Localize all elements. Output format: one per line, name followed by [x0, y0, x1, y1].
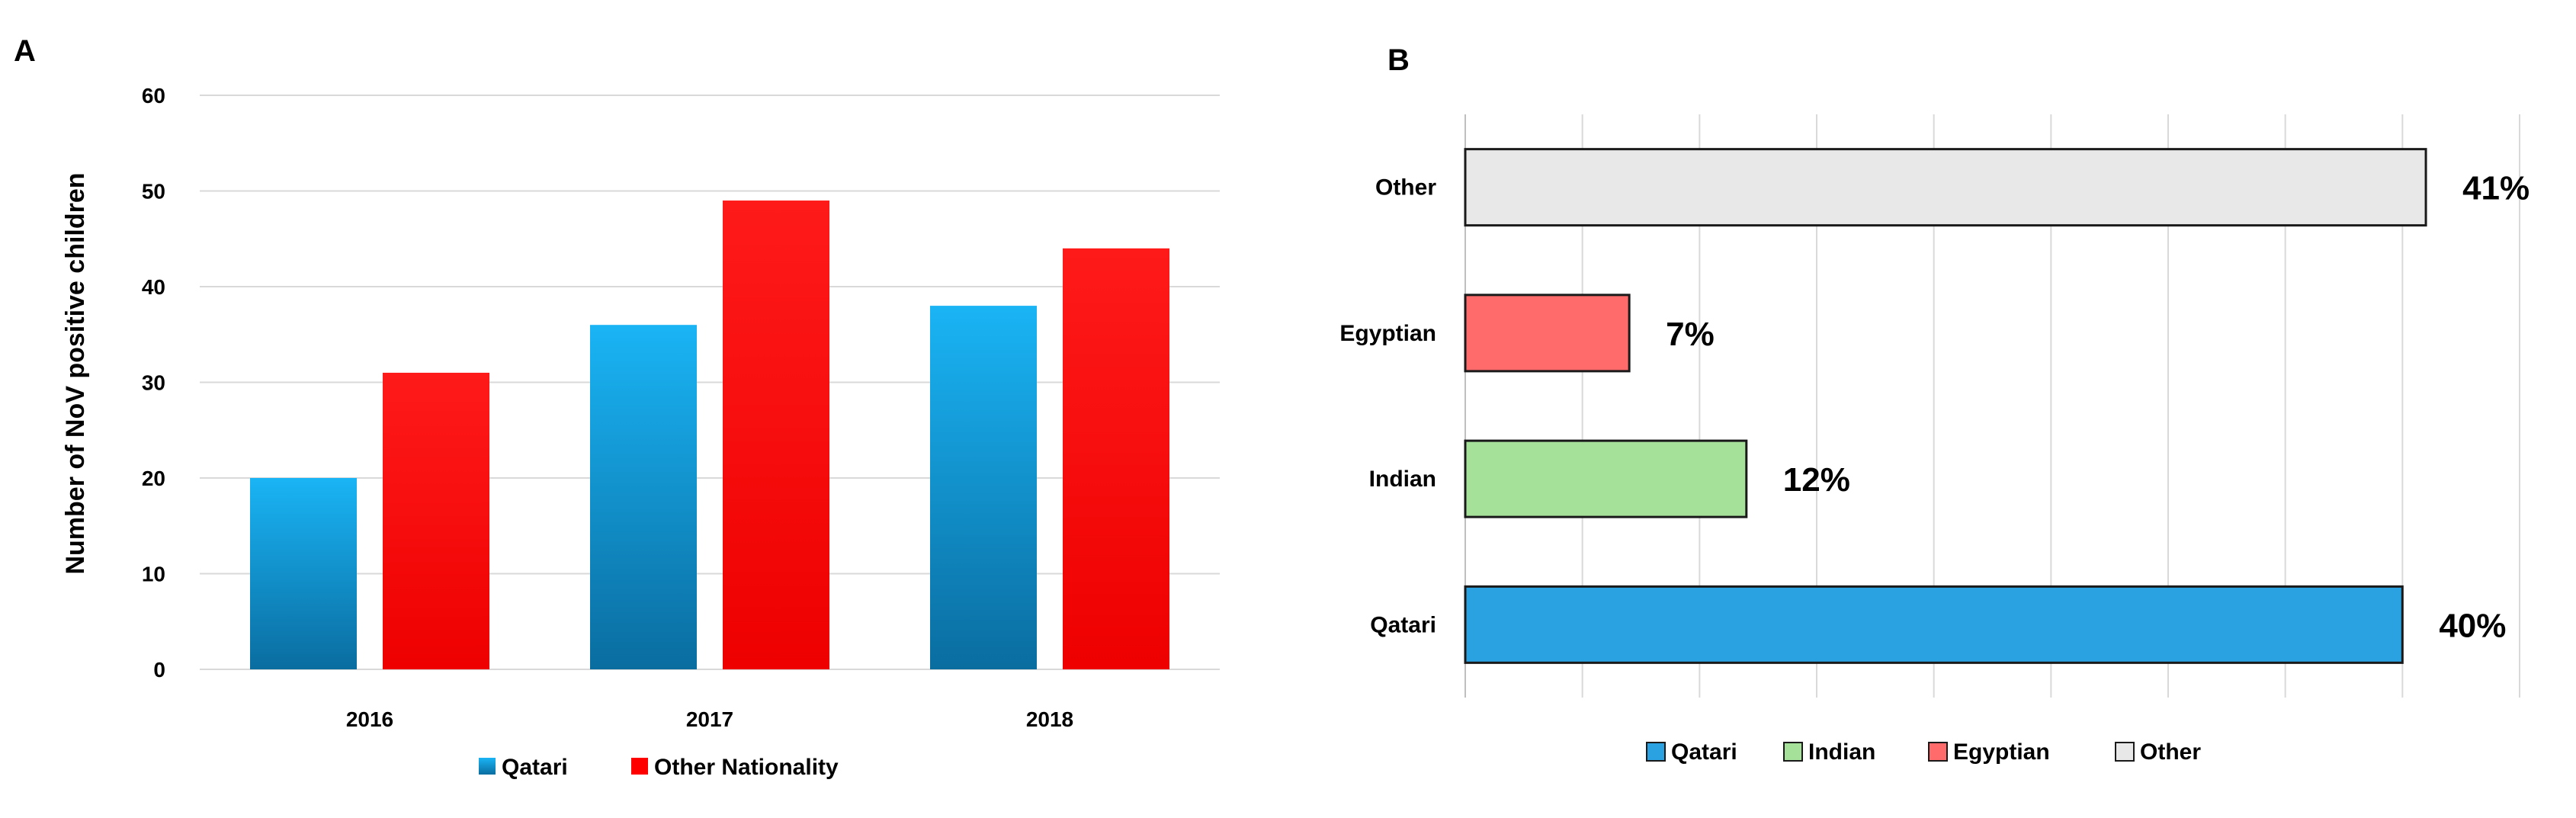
- chart-b-legend: Qatari Indian Egyptian Other: [1646, 739, 2201, 765]
- y-tick-label: 40: [142, 275, 165, 299]
- chart-a-y-axis-title: Number of NoV positive children: [61, 172, 90, 574]
- chart-a-legend: Qatari Other Nationality: [479, 755, 839, 780]
- y-tick-label: 50: [142, 180, 165, 204]
- category-label: Qatari: [1370, 612, 1436, 637]
- chart-a-bars: [250, 200, 1169, 669]
- bar-other-nationality-2018: [1063, 248, 1169, 669]
- legend-label: Indian: [1808, 739, 1875, 765]
- legend-label: Qatari: [1671, 739, 1737, 765]
- value-label: 7%: [1666, 316, 1715, 353]
- legend-swatch-qatari: [1646, 742, 1666, 762]
- category-label: Indian: [1369, 467, 1436, 492]
- x-tick-label: 2017: [686, 707, 733, 731]
- legend-swatch-indian: [1783, 742, 1803, 762]
- chart-b-category-labels: Qatari Indian Egyptian Other: [1339, 175, 1436, 638]
- category-label: Egyptian: [1339, 321, 1436, 346]
- legend-swatch-other: [2115, 742, 2135, 762]
- bar-qatari-2018: [930, 306, 1037, 669]
- legend-swatch-0: [479, 758, 496, 775]
- bar-other-nationality-2016: [383, 372, 489, 669]
- x-tick-label: 2016: [346, 707, 393, 731]
- legend-label: Qatari: [502, 755, 568, 780]
- chart-b-value-labels: 40% 12% 7% 41%: [1666, 170, 2529, 645]
- legend-label: Egyptian: [1953, 739, 2050, 765]
- y-tick-label: 0: [153, 658, 165, 682]
- panel-label-b: B: [1387, 43, 1410, 77]
- chart-panel-a: A 0 10 20 30 40 50 60 2016 2017 2018 Number of N…: [14, 34, 1220, 780]
- value-label: 41%: [2462, 170, 2529, 207]
- y-tick-label: 20: [142, 467, 165, 490]
- chart-a-y-ticks: 0 10 20 30 40 50 60: [142, 84, 165, 682]
- bar-other-nationality-2017: [723, 200, 829, 669]
- value-label: 12%: [1783, 461, 1850, 499]
- bar-qatari-2017: [590, 325, 697, 669]
- y-tick-label: 30: [142, 371, 165, 395]
- x-tick-label: 2018: [1026, 707, 1073, 731]
- panel-label-a: A: [14, 34, 36, 68]
- chart-b-bars: [1464, 148, 2427, 664]
- chart-a-x-ticks: 2016 2017 2018: [346, 707, 1073, 731]
- legend-label: Other Nationality: [654, 755, 839, 780]
- category-label: Other: [1375, 175, 1436, 200]
- legend-label: Other: [2140, 739, 2201, 765]
- value-label: 40%: [2439, 607, 2506, 644]
- bar-egyptian: [1464, 294, 1631, 373]
- bar-qatari: [1464, 585, 2404, 664]
- bar-indian: [1464, 439, 1748, 518]
- legend-swatch-1: [631, 758, 648, 775]
- y-tick-label: 60: [142, 84, 165, 107]
- legend-swatch-egyptian: [1928, 742, 1948, 762]
- chart-a-gridlines: [200, 95, 1220, 670]
- y-tick-label: 10: [142, 563, 165, 586]
- bar-other: [1464, 148, 2427, 227]
- bar-qatari-2016: [250, 478, 357, 669]
